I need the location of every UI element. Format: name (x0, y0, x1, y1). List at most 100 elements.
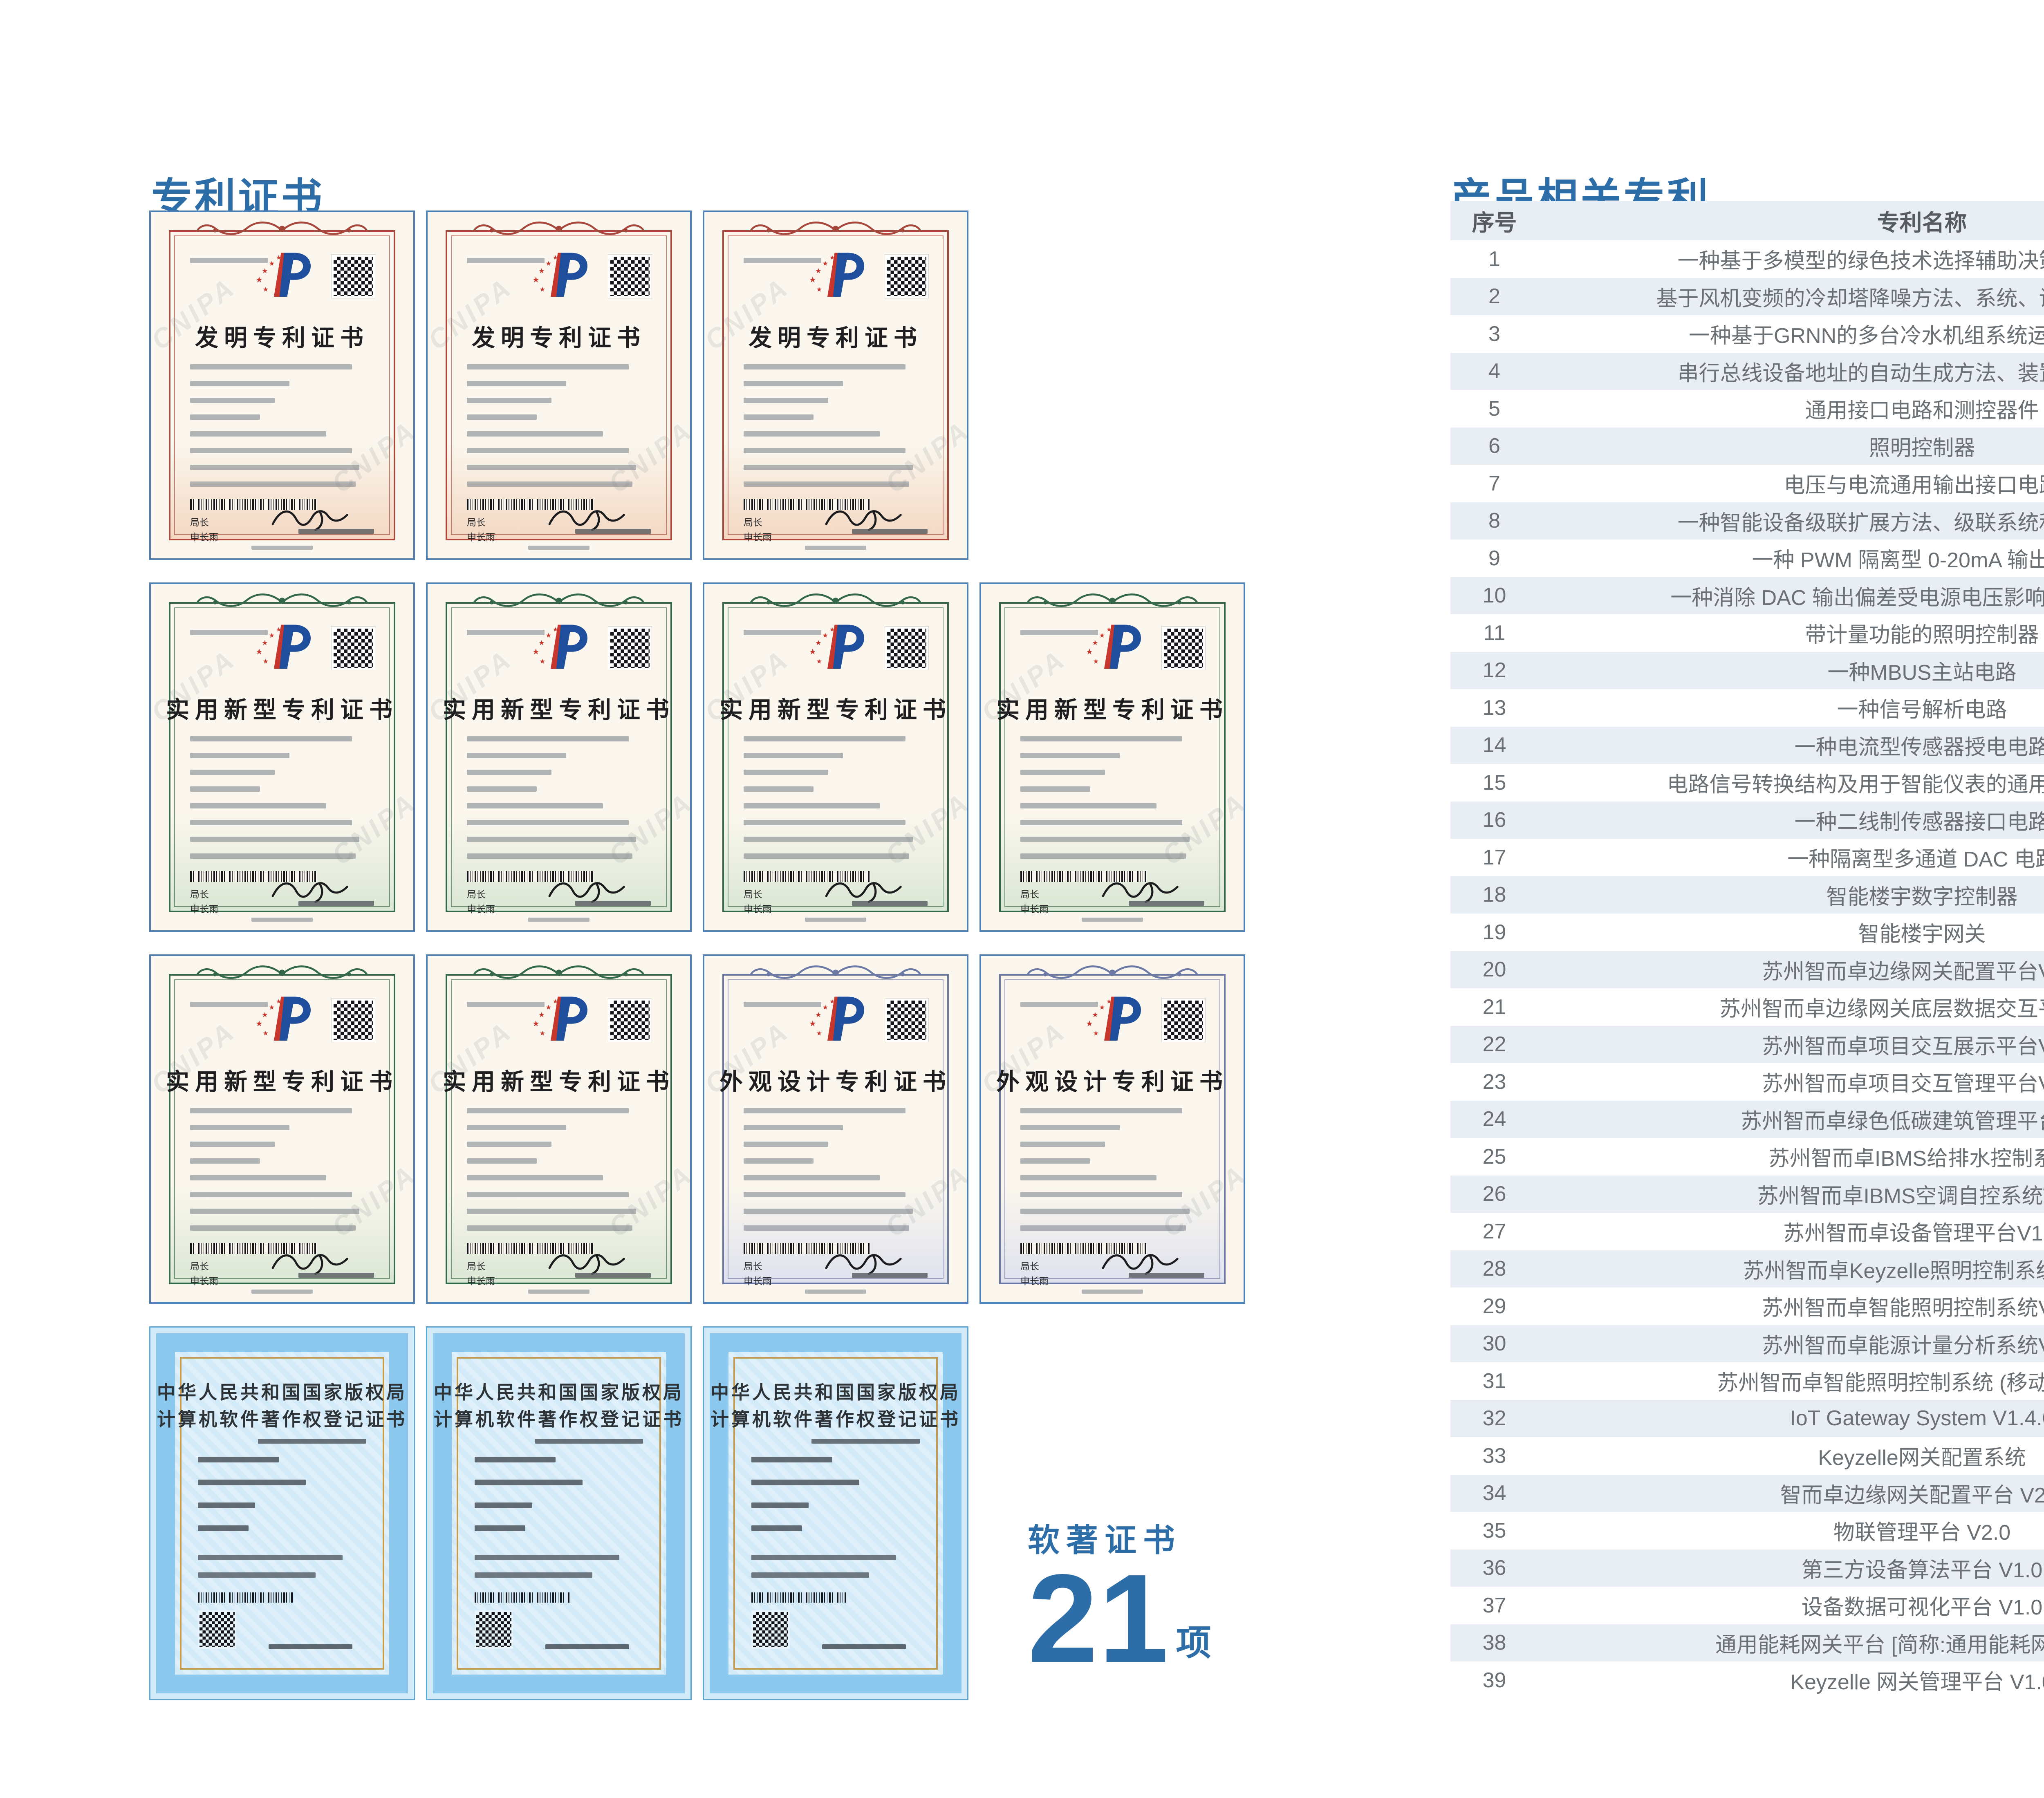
svg-text:★: ★ (532, 275, 540, 284)
svg-text:★: ★ (823, 632, 829, 639)
cert-director-name: 申长雨 (190, 1275, 218, 1286)
cnipa-logo-icon: ★ ★ ★ ★ ★ (532, 996, 587, 1041)
software-cert-title-line1: 中华人民共和国国家版权局 (710, 1382, 961, 1403)
barcode (1020, 871, 1147, 882)
text-line (190, 414, 260, 420)
cell-no: 18 (1482, 883, 1506, 907)
text-line (198, 1572, 316, 1578)
cert-date-line (852, 901, 928, 906)
cell-patent-name: 苏州智而卓IBMS给排水控制系统 (1768, 1147, 2044, 1171)
certificate-card: CNIPA CNIPA ★ ★ ★ ★ ★ 实用新型专利证书 局长 申长雨 (979, 582, 1245, 932)
cnipa-logo-icon: ★ ★ ★ ★ ★ (1086, 996, 1141, 1041)
cell-no: 1 (1488, 247, 1500, 271)
barcode (744, 499, 870, 510)
cell-patent-name: 苏州智而卓能源计量分析系统V1.0 (1762, 1334, 2044, 1358)
qr-code (332, 999, 375, 1042)
qr-code (885, 627, 928, 670)
text-line (751, 1480, 859, 1485)
text-line (190, 1192, 352, 1197)
signature-block: 局长 申长雨 (467, 515, 495, 544)
text-line (190, 448, 352, 453)
svg-text:★: ★ (538, 267, 545, 275)
cell-patent-name: 苏州智而卓Keyzelle照明控制系统V1.0 (1743, 1259, 2044, 1283)
barcode (467, 871, 594, 882)
cert-director-label: 局长 (744, 517, 762, 528)
svg-text:★: ★ (1086, 1019, 1093, 1028)
cert-director-label: 局长 (190, 889, 209, 900)
table-row: 11 带计量功能的照明控制器 实用新型 (1450, 614, 2044, 652)
text-line (1020, 1175, 1156, 1180)
cert-number-line (190, 630, 268, 635)
svg-text:★: ★ (263, 658, 269, 665)
text-line (190, 753, 289, 758)
table-row: 1 一种基于多模型的绿色技术选择辅助决策方法和系统 发明 (1450, 240, 2044, 278)
cert-body-text-lines (467, 364, 651, 487)
text-line (1020, 1158, 1090, 1164)
text-line (475, 1525, 525, 1531)
text-line (744, 431, 880, 437)
cert-director-label: 局长 (190, 1261, 209, 1272)
cell-patent-name: 一种基于GRNN的多台冷水机组系统运行控制方法 (1688, 324, 2044, 348)
software-barcode (751, 1592, 847, 1603)
text-line (744, 1142, 828, 1147)
cert-director-label: 局长 (744, 889, 762, 900)
text-line (190, 736, 352, 741)
text-line (198, 1525, 249, 1531)
qr-code (608, 627, 652, 670)
cell-no: 10 (1482, 584, 1506, 608)
cell-no: 23 (1482, 1070, 1506, 1094)
text-line (467, 381, 566, 386)
cell-patent-name: 一种电流型传感器授电电路 (1794, 735, 2044, 759)
flourish-ornament-icon (473, 222, 645, 235)
qr-code (1162, 627, 1205, 670)
software-paragraph-lines (198, 1555, 366, 1578)
cert-footer-line (251, 546, 313, 550)
software-cert-number-line (535, 1439, 643, 1444)
software-cert-count: 21 (1028, 1548, 1170, 1689)
table-row: 32 IoT Gateway System V1.4.0 软著 (1450, 1399, 2044, 1437)
text-line (744, 381, 843, 386)
svg-text:★: ★ (269, 260, 275, 267)
text-line (744, 1158, 814, 1164)
certificate-card: CNIPA CNIPA ★ ★ ★ ★ ★ 实用新型专利证书 局长 申长雨 (703, 582, 968, 932)
text-line (1020, 786, 1090, 792)
cert-date-line (298, 1273, 374, 1278)
cell-no: 11 (1483, 621, 1506, 645)
svg-text:★: ★ (540, 286, 546, 293)
text-line (198, 1480, 306, 1485)
svg-text:★: ★ (816, 658, 823, 665)
cert-body-text-lines (744, 364, 928, 487)
text-line (744, 1125, 843, 1130)
cert-title: 实用新型专利证书 (443, 697, 675, 723)
cert-date-line (575, 1273, 651, 1278)
table-row: 33 Keyzelle网关配置系统 软著 (1450, 1437, 2044, 1475)
cert-number-line (467, 1002, 545, 1007)
text-line (744, 803, 880, 808)
table-row: 6 照明控制器 发明 (1450, 427, 2044, 465)
cert-number-line (467, 630, 545, 635)
cell-patent-name: 照明控制器 (1869, 436, 1975, 460)
signature-block: 局长 申长雨 (467, 887, 495, 916)
table-row: 2 基于风机变频的冷却塔降噪方法、系统、设备及存储介质 发明 (1450, 278, 2044, 315)
cert-director-name: 申长雨 (190, 903, 218, 914)
svg-text:★: ★ (532, 1019, 540, 1028)
cell-patent-name: 苏州智而卓边缘网关配置平台V1.0 (1762, 960, 2044, 984)
cell-patent-name: 苏州智而卓智能照明控制系统V1.0 (1762, 1296, 2044, 1321)
flourish-ornament-icon (750, 965, 921, 979)
cell-no: 35 (1482, 1518, 1506, 1543)
software-barcode (198, 1592, 294, 1603)
cert-director-name: 申长雨 (467, 903, 495, 914)
svg-text:★: ★ (816, 286, 823, 293)
text-line (467, 1209, 636, 1214)
text-line (744, 1225, 909, 1231)
cert-director-label: 局长 (190, 517, 209, 528)
software-barcode (475, 1592, 571, 1603)
certificate-card: CNIPA CNIPA ★ ★ ★ ★ ★ 实用新型专利证书 局长 申长雨 (426, 582, 692, 932)
table-row: 28 苏州智而卓Keyzelle照明控制系统V1.0 软著 (1450, 1250, 2044, 1287)
text-line (744, 820, 905, 825)
software-cert-label: 软著证书 (1028, 1522, 1182, 1558)
text-line (1020, 1142, 1105, 1147)
text-line (190, 1142, 275, 1147)
barcode (744, 871, 870, 882)
certificate-card: ★ ★ ★ ★ ★ (149, 1326, 415, 1700)
